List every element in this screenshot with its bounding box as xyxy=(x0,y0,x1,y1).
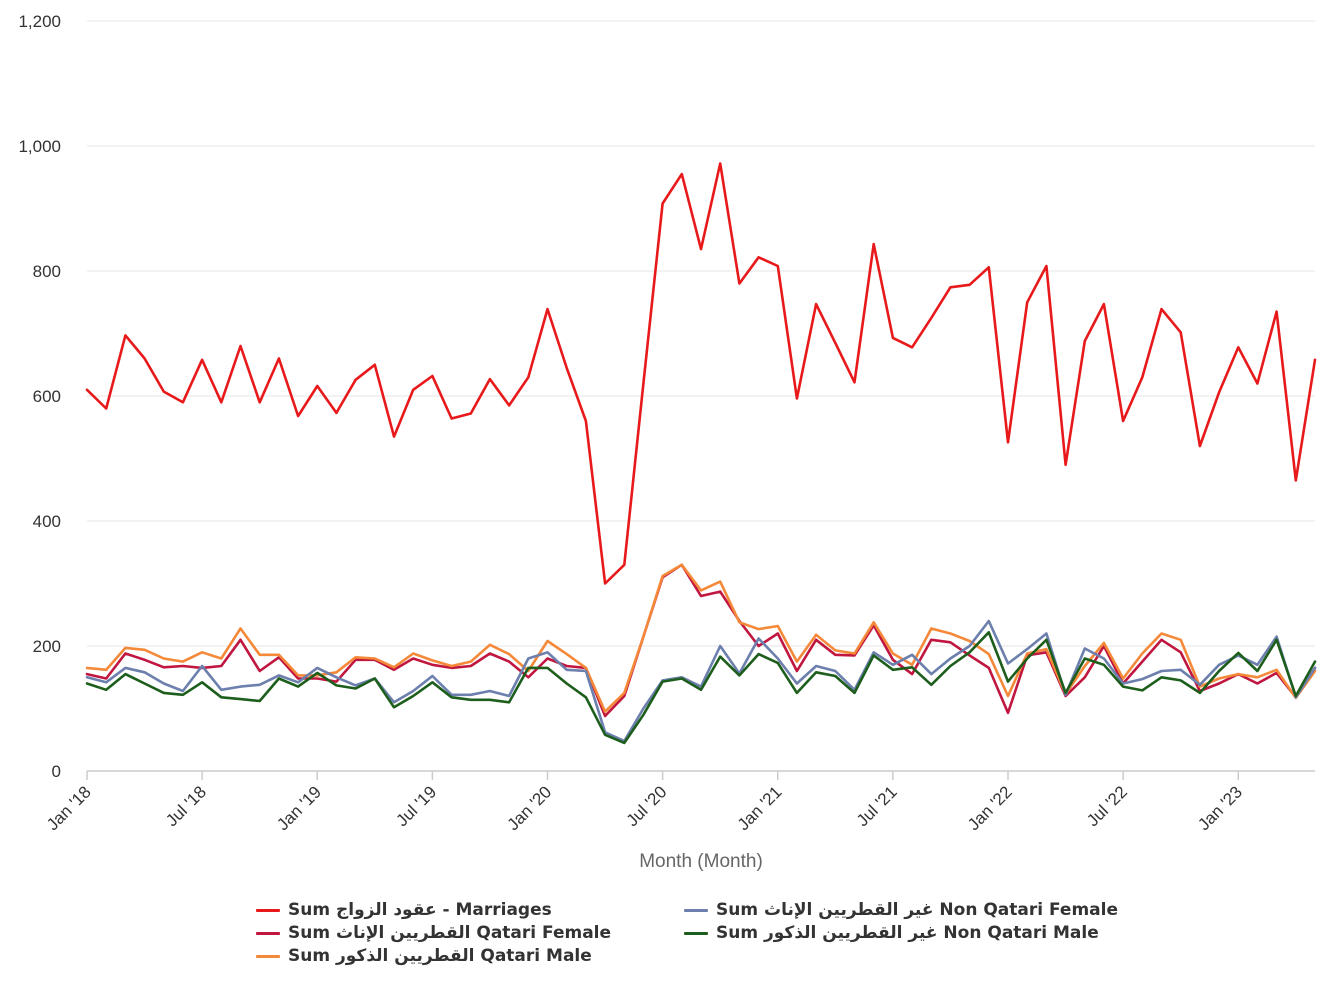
legend-item-qatari-male[interactable]: Sum القطريين الذكور Qatari Male xyxy=(256,946,592,966)
legend-swatch-marriages xyxy=(256,908,280,912)
legend-swatch-non-qatari-male xyxy=(684,931,708,935)
x-tick-label: Jul '18 xyxy=(162,782,210,830)
y-axis: 0 200 400 600 800 1,000 1,200 xyxy=(18,12,61,781)
x-axis-title: Month (Month) xyxy=(639,851,763,872)
y-tick-label: 0 xyxy=(52,762,61,781)
y-tick-label: 200 xyxy=(33,637,61,656)
y-tick-label: 800 xyxy=(33,262,61,281)
legend-item-non-qatari-male[interactable]: Sum غير القطريين الذكور Non Qatari Male xyxy=(684,923,1099,943)
legend-label-qatari-female: Sum القطريين الإناث Qatari Female xyxy=(288,923,612,943)
y-tick-label: 600 xyxy=(33,387,61,406)
x-tick-label: Jan '22 xyxy=(964,782,1016,834)
x-tick-label: Jul '19 xyxy=(392,782,440,830)
legend-swatch-qatari-female xyxy=(256,931,280,935)
y-tick-label: 400 xyxy=(33,512,61,531)
x-tick-label: Jan '23 xyxy=(1194,782,1246,834)
legend-label-qatari-male: Sum القطريين الذكور Qatari Male xyxy=(288,946,592,966)
legend: Sum عقود الزواج - Marriages Sum القطريين… xyxy=(0,898,1323,978)
legend-item-non-qatari-female[interactable]: Sum غير القطريين الإناث Non Qatari Femal… xyxy=(684,900,1118,920)
legend-item-qatari-female[interactable]: Sum القطريين الإناث Qatari Female xyxy=(256,923,611,943)
x-axis: Jan '18 Jul '18 Jan '19 Jul '19 Jan '20 Jul '… xyxy=(43,770,1315,834)
series-lines xyxy=(85,162,1317,745)
legend-item-marriages[interactable]: Sum عقود الزواج - Marriages xyxy=(256,900,552,920)
legend-swatch-qatari-male xyxy=(256,954,280,958)
y-tick-label: 1,000 xyxy=(18,137,61,156)
y-tick-label: 1,200 xyxy=(18,12,61,31)
legend-swatch-non-qatari-female xyxy=(684,908,708,912)
series-line-2[interactable] xyxy=(85,563,1317,713)
x-tick-label: Jul '21 xyxy=(853,782,901,830)
legend-label-non-qatari-male: Sum غير القطريين الذكور Non Qatari Male xyxy=(716,923,1099,943)
grid-lines xyxy=(87,20,1315,647)
x-tick-label: Jan '18 xyxy=(43,782,95,834)
series-line-0[interactable] xyxy=(85,162,1317,585)
x-tick-label: Jan '20 xyxy=(503,782,555,834)
series-line-4[interactable] xyxy=(85,630,1317,745)
legend-label-non-qatari-female: Sum غير القطريين الإناث Non Qatari Femal… xyxy=(716,900,1118,920)
x-tick-label: Jan '21 xyxy=(734,782,786,834)
x-tick-label: Jul '22 xyxy=(1083,782,1131,830)
x-tick-label: Jul '20 xyxy=(623,782,671,830)
x-tick-label: Jan '19 xyxy=(273,782,325,834)
legend-label-marriages: Sum عقود الزواج - Marriages xyxy=(288,900,552,920)
line-chart: Jan '18 Jul '18 Jan '19 Jul '19 Jan '20 Jul '… xyxy=(18,12,1317,872)
series-line-3[interactable] xyxy=(85,619,1317,743)
series-line-1[interactable] xyxy=(85,563,1317,718)
